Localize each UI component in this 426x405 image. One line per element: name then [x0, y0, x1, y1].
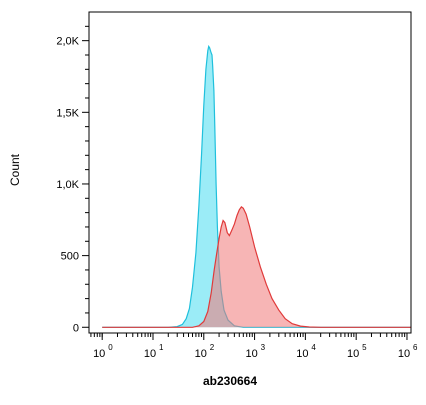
x-tick-label: 10	[245, 348, 257, 360]
x-tick-exponent: 5	[362, 343, 367, 352]
y-axis-label: Count	[8, 153, 22, 186]
x-tick-label: 10	[144, 348, 156, 360]
y-tick-label: 500	[61, 251, 79, 263]
series-layer	[102, 44, 411, 328]
y-tick-label: 2,0K	[56, 36, 79, 48]
y-tick-label: 1,5K	[56, 107, 79, 119]
series-2-area	[102, 206, 411, 328]
x-tick-exponent: 1	[159, 343, 164, 352]
y-tick-label: 1,0K	[56, 179, 79, 191]
y-axis: 0 500 1,0K 1,5K 2,0K	[56, 25, 89, 334]
x-axis-label: ab230664	[203, 374, 257, 388]
x-tick-label: 10	[296, 348, 308, 360]
x-tick-exponent: 0	[108, 343, 113, 352]
x-tick-label: 10	[347, 348, 359, 360]
x-tick-exponent: 6	[413, 343, 418, 352]
x-tick-label: 10	[195, 348, 207, 360]
series-2-line	[102, 206, 411, 328]
x-tick-label: 10	[398, 348, 410, 360]
x-tick-label: 10	[93, 348, 105, 360]
x-tick-exponent: 3	[261, 343, 266, 352]
x-tick-exponent: 2	[210, 343, 215, 352]
y-tick-label: 0	[73, 322, 79, 334]
x-tick-exponent: 4	[311, 343, 316, 352]
